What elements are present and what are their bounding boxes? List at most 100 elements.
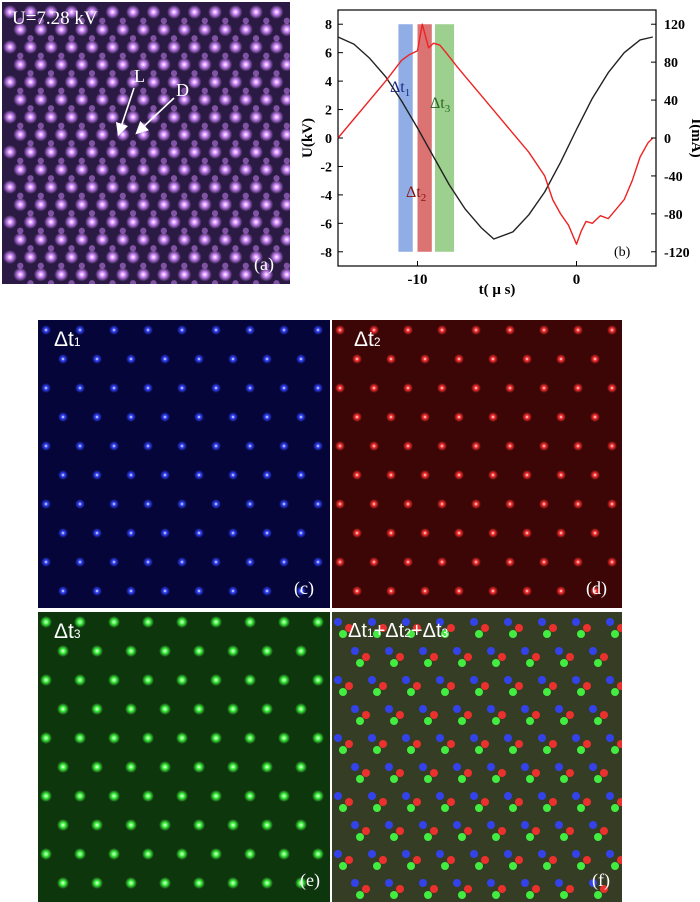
discharge-spot	[261, 761, 273, 773]
discharge-spot	[58, 586, 68, 596]
discharge-spot	[44, 215, 58, 229]
dim-spot	[17, 192, 24, 199]
dim-spot	[181, 227, 188, 234]
discharge-spot	[40, 732, 52, 744]
discharge-spot	[95, 22, 110, 37]
discharge-spot	[126, 75, 140, 89]
superposed-spot	[504, 734, 512, 742]
discharge-spot	[369, 441, 379, 451]
dim-spot	[191, 105, 198, 112]
discharge-spot	[177, 441, 187, 451]
discharge-spot	[41, 499, 51, 509]
panel-d-label: (d)	[586, 578, 607, 598]
discharge-spot	[146, 40, 161, 54]
discharge-spot	[74, 616, 86, 628]
discharge-spot	[227, 703, 239, 715]
superposed-spot	[436, 618, 444, 626]
discharge-spot	[352, 470, 362, 480]
superposed-spot	[424, 775, 432, 783]
dim-spot	[119, 17, 126, 24]
dim-spot	[27, 280, 34, 284]
discharge-spot	[193, 703, 205, 715]
dim-spot	[17, 262, 24, 269]
right-tick-label: 40	[664, 94, 678, 109]
discharge-spot	[33, 22, 48, 37]
discharge-spot	[590, 470, 600, 480]
dim-spot	[27, 140, 34, 147]
superposed-spot	[458, 891, 466, 899]
discharge-spot	[126, 40, 140, 54]
panel-c-image: Δt1 (c)	[38, 320, 330, 608]
discharge-spot	[146, 215, 161, 229]
superposed-spot	[566, 711, 574, 719]
superposed-spot	[498, 769, 506, 777]
dim-spot	[222, 157, 229, 164]
superposed-spot	[498, 653, 506, 661]
discharge-spot	[3, 180, 17, 194]
superposed-spot	[526, 659, 534, 667]
discharge-spot	[75, 499, 85, 509]
dim-spot	[232, 210, 239, 217]
discharge-spot	[167, 215, 181, 229]
discharge-spot	[556, 586, 566, 596]
superposed-spot	[447, 856, 455, 864]
superposed-spot	[430, 711, 438, 719]
discharge-spot	[115, 127, 130, 142]
superposed-spot	[345, 798, 353, 806]
discharge-spot	[279, 57, 290, 72]
dim-spot	[47, 140, 55, 147]
discharge-spot	[176, 674, 188, 686]
dim-spot	[160, 192, 167, 199]
dim-spot	[88, 105, 96, 112]
discharge-spot	[296, 470, 306, 480]
discharge-spot	[295, 703, 307, 715]
superposed-spot	[600, 885, 608, 893]
dim-spot	[119, 227, 126, 234]
discharge-spot	[136, 92, 151, 107]
superposed-spot	[606, 734, 614, 742]
superposed-spot	[566, 769, 574, 777]
discharge-spot	[210, 790, 222, 802]
discharge-spot	[218, 267, 233, 282]
discharge-spot	[386, 412, 396, 422]
discharge-spot	[143, 325, 153, 335]
dim-spot	[140, 87, 147, 94]
dim-spot	[17, 157, 24, 164]
discharge-spot	[228, 528, 238, 538]
discharge-spot	[505, 499, 515, 509]
discharge-spot	[269, 180, 284, 194]
discharge-spot	[471, 383, 481, 393]
discharge-spot	[142, 790, 154, 802]
superposed-spot	[458, 717, 466, 725]
discharge-spot	[126, 528, 136, 538]
superposed-spot	[368, 850, 376, 858]
discharge-spot	[108, 790, 120, 802]
superposed-spot	[436, 850, 444, 858]
superposed-spot	[583, 624, 591, 632]
superposed-spot	[419, 705, 427, 713]
discharge-spot	[115, 232, 130, 247]
discharge-spot	[74, 127, 89, 142]
discharge-spot	[259, 57, 274, 72]
dim-spot	[37, 122, 44, 129]
discharge-spot	[295, 877, 307, 889]
dim-spot	[109, 245, 116, 252]
dim-spot	[47, 35, 55, 42]
superposed-spot	[515, 624, 523, 632]
superposed-spot	[458, 833, 466, 841]
superposed-spot	[356, 659, 364, 667]
dim-spot	[242, 87, 249, 94]
discharge-spot	[295, 645, 307, 657]
superposed-spot	[515, 682, 523, 690]
discharge-spot	[193, 877, 205, 889]
superposed-spot	[430, 827, 438, 835]
left-tick-label: 8	[325, 18, 332, 33]
right-axis-label: I(mA)	[688, 118, 700, 157]
dim-spot	[47, 70, 55, 77]
dim-spot	[160, 122, 167, 129]
superposed-spot	[509, 804, 517, 812]
dim-spot	[283, 192, 290, 199]
superposed-spot	[436, 734, 444, 742]
superposed-spot	[345, 856, 353, 864]
dim-spot	[68, 105, 75, 112]
